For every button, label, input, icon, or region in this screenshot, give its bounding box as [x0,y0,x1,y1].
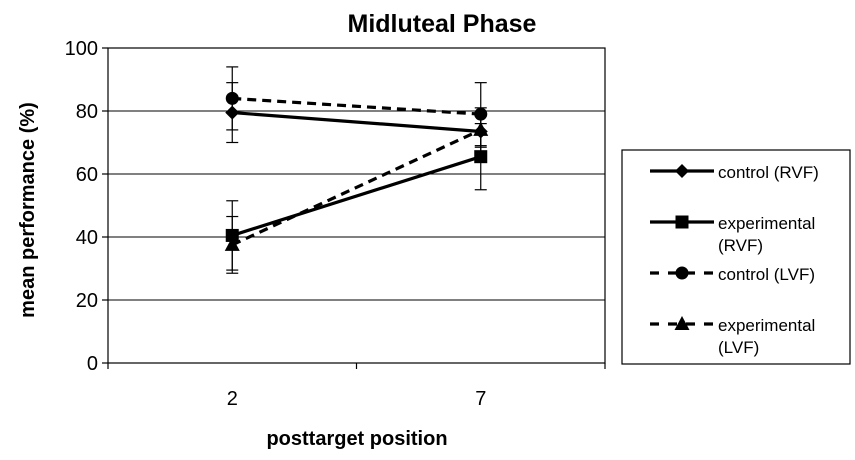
data-point [224,236,240,251]
series-line [232,96,481,116]
series-line [231,128,482,247]
legend-label-line: experimental [718,214,815,233]
y-tick-label: 0 [87,353,98,375]
plot-area: 0 20 40 60 80 100 2 7 [65,38,606,410]
legend-label: experimental (LVF) [718,316,815,357]
legend-marker [674,316,690,330]
legend-marker [675,164,689,178]
x-axis-label: posttarget position [266,428,447,450]
legend-label-line: (LVF) [718,338,759,357]
y-tick-label: 100 [65,38,98,60]
legend: control (RVF) experimental (RVF) control (L… [621,149,851,365]
legend-label-line: control (LVF) [718,265,815,284]
legend-item: control (LVF) [650,265,815,284]
y-tick-label: 80 [76,101,98,123]
series-control-rvf- [225,82,488,148]
data-point [474,150,488,164]
legend-label: control (LVF) [718,265,815,284]
legend-label: experimental (RVF) [718,214,815,255]
legend-item: experimental (RVF) [650,214,815,255]
legend-label-line: control (RVF) [718,163,819,182]
chart-title: Midluteal Phase [348,10,537,38]
series-line [231,155,482,237]
y-axis-label: mean performance (%) [17,102,39,318]
series-experimental-rvf- [225,122,488,271]
series-line [232,110,481,134]
series-control-lvf- [225,66,488,147]
legend-box [621,149,851,365]
x-tick-label: 7 [475,388,486,410]
legend-item: experimental (LVF) [650,316,815,357]
legend-label: control (RVF) [718,163,819,182]
data-point [473,121,489,136]
plot-frame [107,47,606,364]
legend-marker [675,215,689,229]
x-tick-label: 2 [227,388,238,410]
legend-marker [675,266,689,280]
data-point [225,91,239,105]
legend-item: control (RVF) [650,163,819,182]
legend-label-line: (RVF) [718,236,763,255]
series-experimental-lvf- [224,107,489,274]
y-tick-label: 20 [76,290,98,312]
y-tick-label: 60 [76,164,98,186]
legend-label-line: experimental [718,316,815,335]
y-tick-label: 40 [76,227,98,249]
